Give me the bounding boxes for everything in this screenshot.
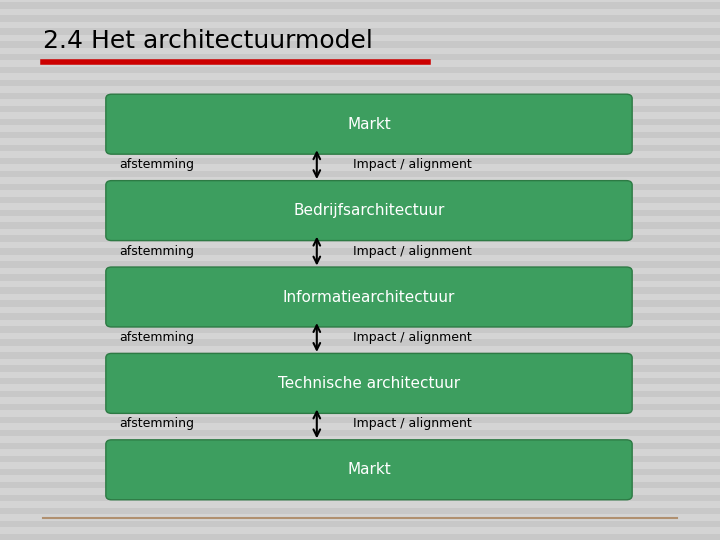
Bar	[0, 508, 720, 514]
Bar	[0, 534, 720, 540]
Bar	[0, 197, 720, 203]
Text: afstemming: afstemming	[119, 331, 194, 344]
Bar	[0, 261, 720, 268]
Text: 2.4 Het architectuurmodel: 2.4 Het architectuurmodel	[43, 29, 373, 52]
Bar	[0, 352, 720, 359]
Text: Impact / alignment: Impact / alignment	[353, 417, 472, 430]
Bar	[0, 210, 720, 216]
Text: Markt: Markt	[347, 462, 391, 477]
Bar	[0, 417, 720, 423]
Bar	[0, 300, 720, 307]
Bar	[0, 106, 720, 112]
Bar	[0, 171, 720, 177]
Text: Impact / alignment: Impact / alignment	[353, 245, 472, 258]
Text: Impact / alignment: Impact / alignment	[353, 331, 472, 344]
Bar	[0, 80, 720, 86]
Bar	[0, 28, 720, 35]
Bar	[0, 339, 720, 346]
Bar	[0, 287, 720, 294]
Bar	[0, 274, 720, 281]
Bar	[0, 469, 720, 475]
Text: Markt: Markt	[347, 117, 391, 132]
Bar	[0, 67, 720, 73]
Text: afstemming: afstemming	[119, 417, 194, 430]
Text: Technische architectuur: Technische architectuur	[278, 376, 460, 391]
Bar	[0, 222, 720, 229]
Bar	[0, 184, 720, 190]
Text: afstemming: afstemming	[119, 245, 194, 258]
Text: Impact / alignment: Impact / alignment	[353, 158, 472, 171]
Bar	[0, 391, 720, 397]
Bar	[0, 378, 720, 384]
Bar	[0, 93, 720, 99]
Bar	[0, 2, 720, 9]
Bar	[0, 482, 720, 488]
Bar	[0, 495, 720, 501]
Bar	[0, 430, 720, 436]
Bar	[0, 365, 720, 372]
Bar	[0, 443, 720, 449]
Bar	[0, 248, 720, 255]
Bar	[0, 132, 720, 138]
Bar	[0, 404, 720, 410]
FancyBboxPatch shape	[106, 180, 632, 241]
FancyBboxPatch shape	[106, 440, 632, 500]
FancyBboxPatch shape	[106, 94, 632, 154]
Bar	[0, 521, 720, 527]
Bar	[0, 54, 720, 60]
Text: Bedrijfsarchitectuur: Bedrijfsarchitectuur	[293, 203, 445, 218]
Bar	[0, 15, 720, 22]
Bar	[0, 313, 720, 320]
Bar	[0, 145, 720, 151]
Bar	[0, 326, 720, 333]
FancyBboxPatch shape	[106, 354, 632, 414]
Bar	[0, 158, 720, 164]
Bar	[0, 456, 720, 462]
Bar	[0, 41, 720, 48]
Bar	[0, 119, 720, 125]
Text: Informatiearchitectuur: Informatiearchitectuur	[283, 289, 455, 305]
FancyBboxPatch shape	[106, 267, 632, 327]
Text: afstemming: afstemming	[119, 158, 194, 171]
Bar	[0, 235, 720, 242]
